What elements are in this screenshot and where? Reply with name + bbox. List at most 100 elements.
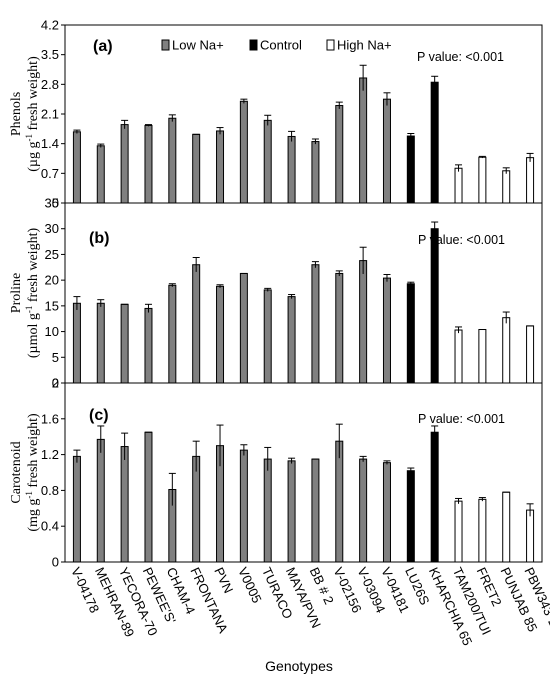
bar-low-na (263, 119, 272, 204)
legend: Low Na+ Control High Na+ (161, 38, 392, 53)
bar-high-na (478, 498, 487, 563)
bar-low-na (359, 260, 368, 384)
x-tick-label: PVN (211, 565, 236, 596)
panel-a: 0 0.7 1.4 2.1 2.8 3.5 4.2 Phenols(µg g-1 fresh … (9, 18, 543, 211)
y-tick-label: 15 (45, 298, 59, 313)
bar-low-na (192, 264, 201, 384)
bar-control (430, 228, 439, 384)
y-axis-title: Carotenoid (9, 441, 24, 503)
panel-c: 0 0.4 0.8 1.2 1.6 2 Carotenoid(mg g-1 fresh we… (9, 376, 543, 570)
bar-low-na (144, 307, 153, 384)
bar-low-na (144, 124, 153, 204)
y-tick-label: 4.2 (41, 18, 59, 33)
y-axis-title: Proline (9, 273, 24, 313)
y-tick-label: 30 (45, 221, 59, 236)
bar-high-na (454, 167, 463, 204)
bar-low-na (144, 431, 153, 563)
bar-high-na (526, 325, 535, 384)
bar-low-na (382, 98, 391, 204)
bar-low-na (72, 131, 81, 204)
bar-low-na (382, 277, 391, 384)
bar-low-na (96, 145, 105, 204)
y-tick-label: 2 (52, 376, 59, 391)
bar-control (430, 81, 439, 204)
bar-high-na (502, 491, 511, 563)
bar-low-na (72, 455, 81, 563)
y-tick-label: 2.8 (41, 77, 59, 92)
bar-high-na (502, 170, 511, 204)
legend-swatch (249, 39, 258, 51)
y-axis-unit: (µg g-1 fresh weight) (24, 56, 41, 172)
y-tick-label: 2.1 (41, 107, 59, 122)
bar-low-na (96, 438, 105, 563)
y-tick-label: 1.6 (41, 411, 59, 426)
bar-high-na (526, 157, 535, 204)
y-tick-label: 0 (52, 196, 59, 211)
y-tick-label: 5 (52, 350, 59, 365)
bar-low-na (96, 302, 105, 384)
bar-low-na (120, 446, 129, 563)
plot-frame (64, 202, 543, 384)
bar-low-na (168, 117, 177, 204)
y-tick-label: 25 (45, 247, 59, 262)
y-axis-unit: (mg g-1 fresh weight) (24, 413, 41, 532)
plot-frame (64, 382, 543, 563)
p-value-label: P value: <0.001 (418, 233, 505, 247)
x-axis-title: Genotypes (265, 658, 333, 674)
bar-low-na (239, 100, 248, 204)
bar-low-na (382, 462, 391, 563)
bar-control (406, 135, 415, 204)
bar-high-na (502, 317, 511, 384)
y-tick-label: 0.7 (41, 166, 59, 181)
legend-swatch (161, 39, 170, 51)
bar-low-na (287, 135, 296, 204)
bar-control (406, 283, 415, 384)
y-tick-label: 0.8 (41, 483, 59, 498)
y-tick-label: 1.4 (41, 136, 59, 151)
y-tick-label: 0 (52, 555, 59, 570)
bar-low-na (335, 272, 344, 384)
bar-control (406, 470, 415, 563)
y-tick-label: 1.2 (41, 447, 59, 462)
bar-high-na (478, 329, 487, 384)
bar-low-na (287, 296, 296, 384)
bar-control (430, 431, 439, 563)
bar-low-na (311, 264, 320, 384)
bar-low-na (216, 285, 225, 384)
bar-low-na (168, 284, 177, 384)
legend-label: Control (260, 38, 302, 53)
bar-low-na (311, 141, 320, 204)
panel-label: (b) (89, 230, 109, 247)
y-tick-label: 0 (52, 376, 59, 391)
y-tick-label: 10 (45, 324, 59, 339)
bar-low-na (120, 303, 129, 384)
y-axis-unit: (µmol g-1 fresh weight) (24, 228, 41, 359)
p-value-label: P value: <0.001 (418, 412, 505, 426)
bar-low-na (192, 133, 201, 204)
legend-label: High Na+ (337, 38, 392, 53)
y-tick-label: 3.5 (41, 47, 59, 62)
panels: 0 0.7 1.4 2.1 2.8 3.5 4.2 Phenols(µg g-1 fresh … (9, 18, 543, 570)
bar-low-na (263, 458, 272, 563)
bar-high-na (526, 509, 535, 563)
bar-low-na (311, 458, 320, 563)
y-axis-title: Phenols (9, 92, 24, 136)
bar-high-na (454, 329, 463, 384)
legend-swatch (326, 39, 335, 51)
bar-low-na (359, 77, 368, 204)
bar-low-na (192, 455, 201, 563)
p-value-label: P value: <0.001 (417, 50, 504, 64)
y-tick-label: 20 (45, 273, 59, 288)
panel-label: (c) (89, 407, 109, 424)
bar-high-na (454, 500, 463, 563)
bar-low-na (239, 449, 248, 563)
y-tick-label: 0.4 (41, 519, 59, 534)
bar-low-na (72, 302, 81, 384)
bar-low-na (263, 289, 272, 384)
legend-label: Low Na+ (172, 38, 224, 53)
x-tick-labels: V-04178MEHRAN-89YECORA-70PEWEE'S'CHAM-4F… (68, 565, 550, 648)
bar-low-na (216, 130, 225, 204)
bar-low-na (335, 105, 344, 204)
bar-low-na (287, 460, 296, 563)
